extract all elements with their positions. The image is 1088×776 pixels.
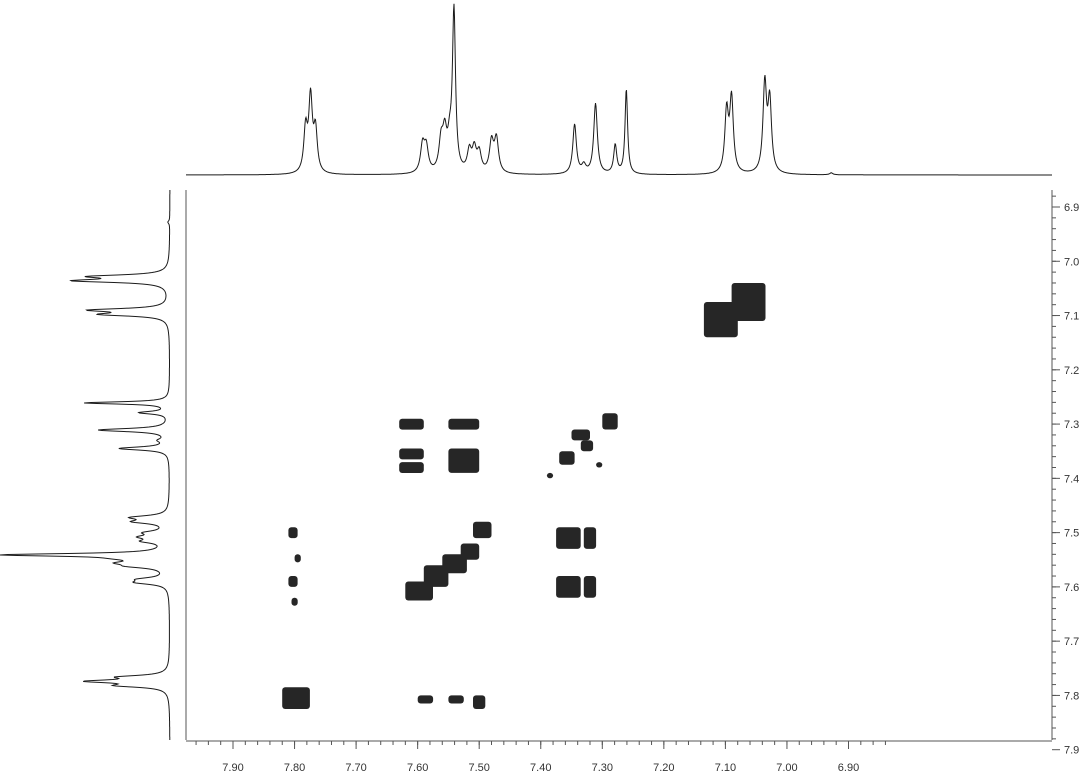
y-tick-label: 7.4 xyxy=(1064,473,1079,485)
x-tick-label: 7.20 xyxy=(653,762,674,774)
y-axis-ticks: 6.97.07.17.27.37.47.57.67.77.87.98.0 xyxy=(1052,195,1079,757)
cross-peak xyxy=(556,576,581,598)
x-axis-ticks: 7.90 7.80 7.70 7.60 7.50 7.40 7.30 7.20 7.10 7.00… xyxy=(195,741,886,774)
top-projection-spectrum xyxy=(186,3,1052,176)
cross-peak xyxy=(546,472,554,479)
cross-peak xyxy=(291,597,298,606)
y-tick-label: 7.8 xyxy=(1064,690,1079,702)
plot-area xyxy=(185,190,766,740)
cross-peak xyxy=(399,448,424,460)
cross-peak xyxy=(288,576,298,587)
cross-peaks-layer xyxy=(282,283,766,709)
cross-peak xyxy=(448,695,464,704)
cross-peak xyxy=(288,527,298,539)
y-tick-label: 7.2 xyxy=(1064,365,1079,377)
left-projection-spectrum xyxy=(0,190,171,740)
cross-peak xyxy=(294,554,301,563)
cross-peak xyxy=(399,462,424,473)
y-tick-label: 7.6 xyxy=(1064,582,1079,594)
cross-peak xyxy=(731,283,766,321)
y-tick-label: 6.9 xyxy=(1064,202,1079,214)
y-tick-label: 7.0 xyxy=(1064,256,1079,268)
cross-peak xyxy=(423,565,449,587)
x-tick-label: 7.60 xyxy=(407,762,428,774)
cross-peak xyxy=(602,413,618,430)
cross-peak xyxy=(580,440,594,452)
cross-peak xyxy=(417,695,434,704)
x-tick-label: 7.00 xyxy=(776,762,797,774)
x-tick-label: 7.90 xyxy=(222,762,243,774)
cross-peak xyxy=(448,448,480,473)
cross-peak xyxy=(583,576,597,598)
cross-peak xyxy=(399,418,424,430)
cross-peak xyxy=(442,554,467,574)
x-tick-label: 6.90 xyxy=(838,762,859,774)
cross-peak xyxy=(571,429,590,441)
cross-peak xyxy=(559,451,575,465)
x-tick-label: 7.70 xyxy=(345,762,366,774)
x-tick-label: 7.30 xyxy=(592,762,613,774)
cross-peak xyxy=(448,418,480,430)
cross-peak xyxy=(583,527,597,549)
cross-peak xyxy=(596,462,603,468)
y-tick-label: 7.9 xyxy=(1064,745,1079,757)
x-tick-label: 7.40 xyxy=(530,762,551,774)
cross-peak xyxy=(282,687,310,709)
x-tick-label: 7.80 xyxy=(284,762,305,774)
y-tick-label: 7.5 xyxy=(1064,528,1079,540)
x-tick-label: 7.50 xyxy=(468,762,489,774)
y-tick-label: 7.7 xyxy=(1064,636,1079,648)
y-tick-label: 7.3 xyxy=(1064,419,1079,431)
x-tick-label: 7.10 xyxy=(715,762,736,774)
y-tick-label: 7.1 xyxy=(1064,311,1079,323)
cross-peak xyxy=(460,543,480,560)
cross-peak xyxy=(556,527,581,549)
cross-peak xyxy=(473,521,492,539)
x-axis: 7.90 7.80 7.70 7.60 7.50 7.40 7.30 7.20 7.10 7.00… xyxy=(186,740,1052,774)
cross-peak xyxy=(703,302,738,338)
y-axis: 6.97.07.17.27.37.47.57.67.77.87.98.0 xyxy=(1051,190,1079,757)
cross-peak xyxy=(473,695,486,709)
